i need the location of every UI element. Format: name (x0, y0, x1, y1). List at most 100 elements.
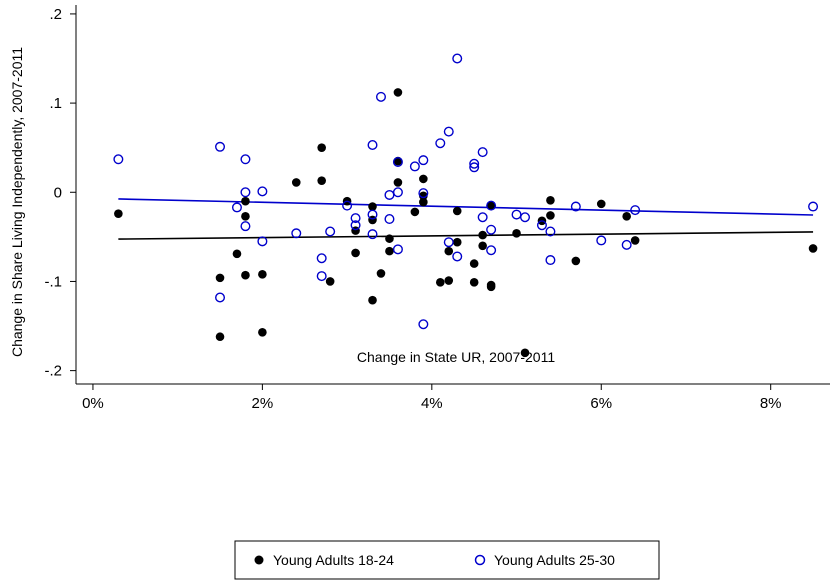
data-point-series-2 (325, 226, 336, 237)
data-point-series-2 (477, 212, 488, 223)
data-point-series-1 (469, 278, 479, 287)
data-point-series-1 (596, 199, 606, 209)
data-point-series-2 (486, 224, 497, 235)
data-point-series-1 (393, 178, 403, 187)
data-point-series-2 (435, 138, 446, 149)
legend-label-series-2: Young Adults 25-30 (494, 552, 615, 568)
legend-marker-series-2 (474, 554, 486, 566)
fit-line-series-2 (118, 198, 814, 216)
data-point-series-2 (536, 220, 547, 231)
data-point-series-1 (376, 269, 386, 278)
data-point-series-2 (257, 236, 268, 247)
data-point-series-1 (478, 230, 487, 240)
data-point-series-2 (375, 91, 386, 102)
data-point-series-1 (393, 156, 403, 166)
data-point-series-2 (418, 188, 429, 199)
data-point-series-2 (621, 239, 632, 250)
data-point-series-1 (215, 332, 225, 342)
data-point-series-2 (215, 292, 226, 303)
data-point-series-2 (477, 147, 488, 158)
data-point-series-1 (512, 228, 521, 238)
data-point-series-1 (452, 206, 462, 216)
fit-line-series-1 (118, 231, 814, 240)
data-point-series-1 (258, 270, 267, 279)
data-point-series-2 (257, 186, 268, 197)
data-point-series-1 (571, 256, 581, 266)
data-point-series-1 (368, 295, 377, 305)
data-point-series-2 (392, 156, 403, 167)
data-point-series-2 (409, 161, 420, 172)
data-point-series-1 (444, 276, 454, 285)
data-point-series-2 (469, 158, 480, 169)
x-tick-label: 4% (421, 395, 443, 412)
data-point-series-1 (410, 207, 420, 217)
data-point-series-2 (240, 221, 251, 232)
data-point-series-1 (486, 282, 496, 292)
data-point-series-1 (520, 348, 530, 358)
legend-marker-series-1 (254, 555, 264, 565)
data-point-series-1 (452, 237, 462, 247)
data-point-series-2 (545, 226, 556, 237)
y-tick-label: .2 (49, 6, 62, 23)
y-tick-label: -.2 (44, 363, 62, 380)
data-point-series-2 (367, 140, 378, 151)
data-point-series-2 (350, 220, 361, 231)
data-point-series-1 (419, 174, 428, 184)
data-point-series-2 (291, 228, 302, 239)
legend-label-series-1: Young Adults 18-24 (273, 552, 394, 568)
data-point-series-2 (443, 126, 454, 137)
data-point-series-1 (241, 212, 250, 221)
data-point-series-1 (478, 241, 487, 251)
data-point-series-1 (317, 176, 326, 185)
data-point-series-1 (325, 277, 335, 286)
data-point-series-2 (418, 319, 429, 330)
data-point-series-2 (316, 253, 327, 264)
data-point-series-2 (367, 229, 378, 240)
x-tick-label: 2% (252, 395, 274, 412)
data-point-series-2 (392, 244, 403, 255)
data-point-series-1 (385, 246, 394, 256)
data-point-series-1 (385, 234, 394, 243)
data-point-series-1 (368, 202, 377, 211)
x-tick-label: 0% (82, 395, 104, 412)
fit-lines (118, 198, 814, 240)
data-point-series-1 (546, 211, 555, 220)
data-point-series-1 (622, 212, 631, 221)
data-point-series-1 (630, 236, 640, 245)
x-tick-label: 6% (590, 395, 612, 412)
data-point-series-2 (443, 237, 454, 248)
data-point-series-1 (546, 195, 555, 205)
data-point-series-2 (215, 141, 226, 152)
data-point-series-2 (469, 162, 480, 173)
data-point-series-2 (511, 209, 522, 220)
y-tick-label: 0 (54, 184, 62, 201)
data-point-series-2 (367, 209, 378, 220)
x-tick-label: 8% (760, 395, 782, 412)
x-axis-label: Change in State UR, 2007-2011 (357, 349, 555, 365)
data-point-series-1 (291, 178, 301, 187)
data-point-series-1 (258, 327, 267, 337)
data-point-series-2 (520, 212, 531, 223)
data-point-series-2 (384, 189, 395, 200)
data-point-series-2 (231, 202, 242, 213)
data-point-series-2 (342, 200, 353, 211)
data-point-series-1 (351, 248, 360, 258)
data-point-series-2 (486, 245, 497, 256)
y-axis-title: Change in Share Living Independently, 20… (9, 47, 25, 357)
data-points (113, 53, 819, 358)
y-axis-label: Change in Share Living Independently, 20… (9, 47, 25, 357)
legend: Young Adults 18-24 Young Adults 25-30 (234, 540, 660, 580)
data-point-series-2 (570, 201, 581, 212)
data-point-series-2 (808, 201, 819, 212)
data-point-series-1 (486, 201, 496, 210)
data-point-series-2 (392, 187, 403, 198)
data-point-series-1 (444, 246, 454, 256)
data-point-series-2 (316, 271, 327, 282)
data-point-series-1 (419, 191, 428, 201)
data-point-series-2 (113, 154, 124, 165)
data-point-series-2 (240, 187, 251, 198)
data-point-series-1 (419, 197, 428, 207)
data-point-series-1 (241, 270, 250, 280)
data-point-series-2 (545, 255, 556, 266)
